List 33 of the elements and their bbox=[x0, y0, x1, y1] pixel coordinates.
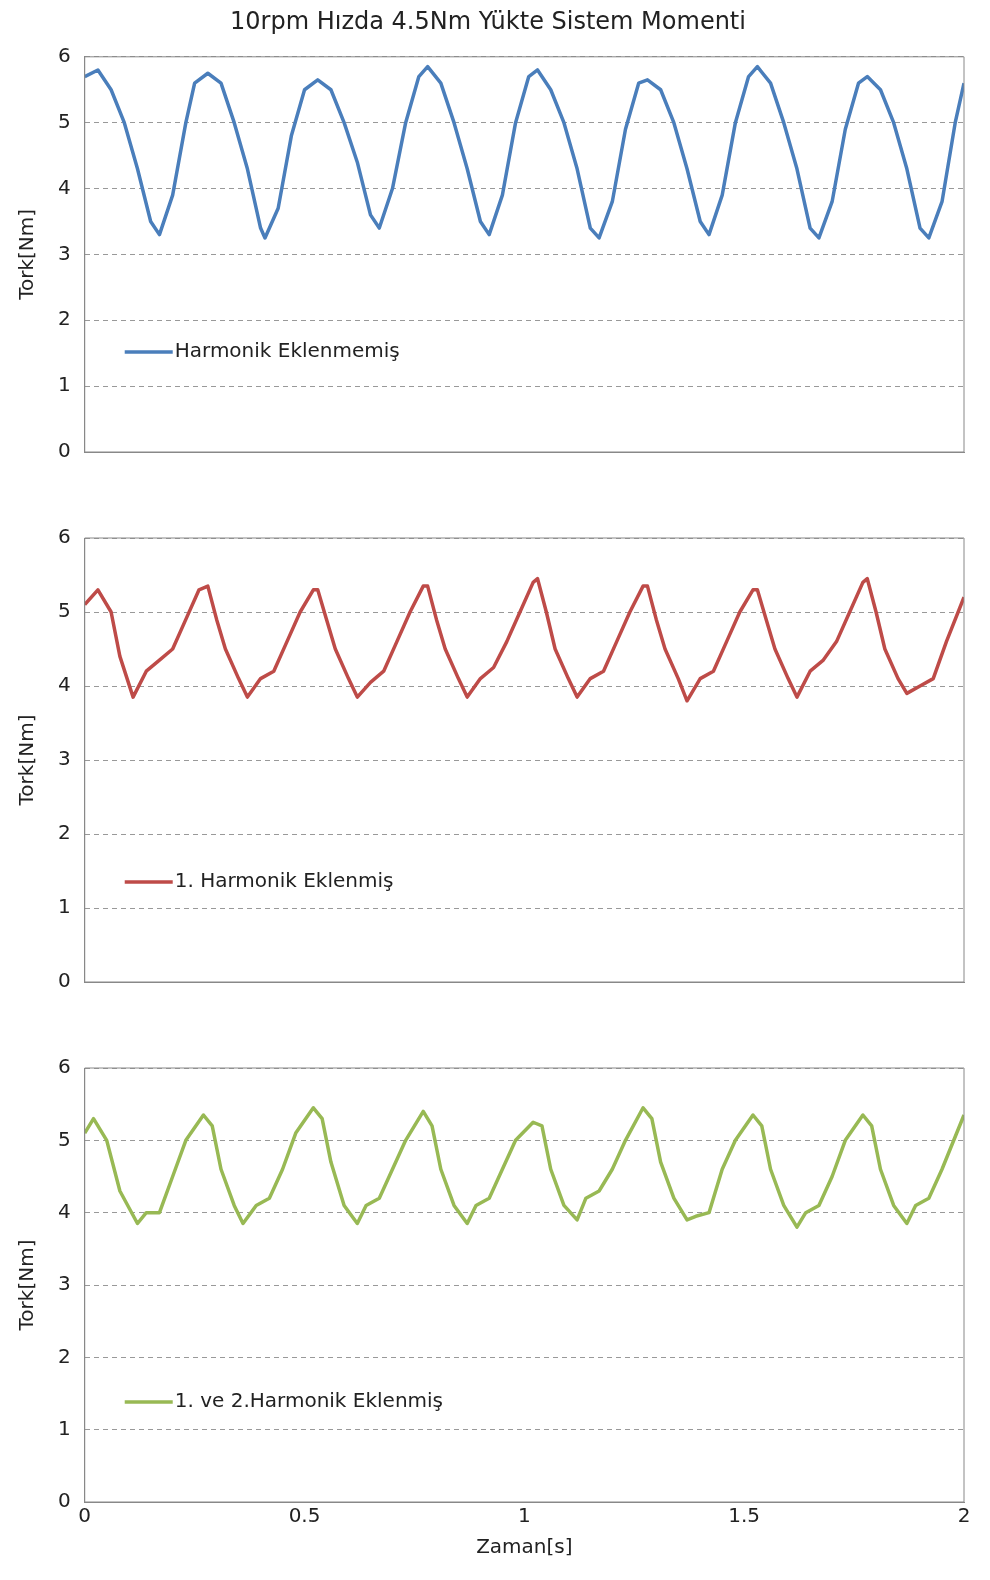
legend-label: 1. Harmonik Eklenmiş bbox=[174, 868, 394, 893]
y-tick-label: 4 bbox=[57, 1198, 71, 1223]
y-tick-label: 1 bbox=[57, 1415, 71, 1440]
y-tick-label: 0 bbox=[57, 438, 71, 463]
y-tick-label: 0 bbox=[57, 968, 71, 993]
y-tick-label: 5 bbox=[57, 1126, 71, 1151]
y-tick-label: 4 bbox=[57, 672, 71, 697]
y-tick-label: 2 bbox=[57, 820, 71, 845]
y-tick-label: 2 bbox=[57, 306, 71, 331]
y-tick-label: 6 bbox=[57, 524, 71, 549]
y-tick-label: 3 bbox=[57, 746, 71, 771]
y-tick-label: 1 bbox=[57, 372, 71, 397]
y-axis-title: Tork[Nm] bbox=[14, 714, 39, 807]
y-tick-label: 3 bbox=[57, 240, 71, 265]
chart-title: 10rpm Hızda 4.5Nm Yükte Sistem Momenti bbox=[230, 6, 746, 35]
x-tick-label: 0 bbox=[78, 1503, 92, 1528]
y-tick-label: 5 bbox=[57, 598, 71, 623]
y-axis-title: Tork[Nm] bbox=[14, 208, 39, 301]
y-tick-label: 3 bbox=[57, 1271, 71, 1296]
x-tick-label: 1.5 bbox=[728, 1503, 761, 1528]
x-tick-label: 0.5 bbox=[288, 1503, 321, 1528]
y-tick-label: 2 bbox=[57, 1343, 71, 1368]
y-tick-label: 5 bbox=[57, 108, 71, 133]
legend-label: Harmonik Eklenmemiş bbox=[174, 338, 400, 363]
legend-label: 1. ve 2.Harmonik Eklenmiş bbox=[174, 1388, 444, 1413]
y-tick-label: 6 bbox=[57, 43, 71, 67]
y-tick-label: 6 bbox=[57, 1054, 71, 1079]
x-tick-label: 2 bbox=[957, 1503, 971, 1528]
x-tick-label: 1 bbox=[518, 1503, 531, 1528]
y-tick-label: 1 bbox=[57, 894, 71, 919]
x-axis-title: Zaman[s] bbox=[476, 1534, 573, 1559]
y-axis-title: Tork[Nm] bbox=[14, 1239, 39, 1332]
y-tick-label: 4 bbox=[57, 174, 71, 199]
